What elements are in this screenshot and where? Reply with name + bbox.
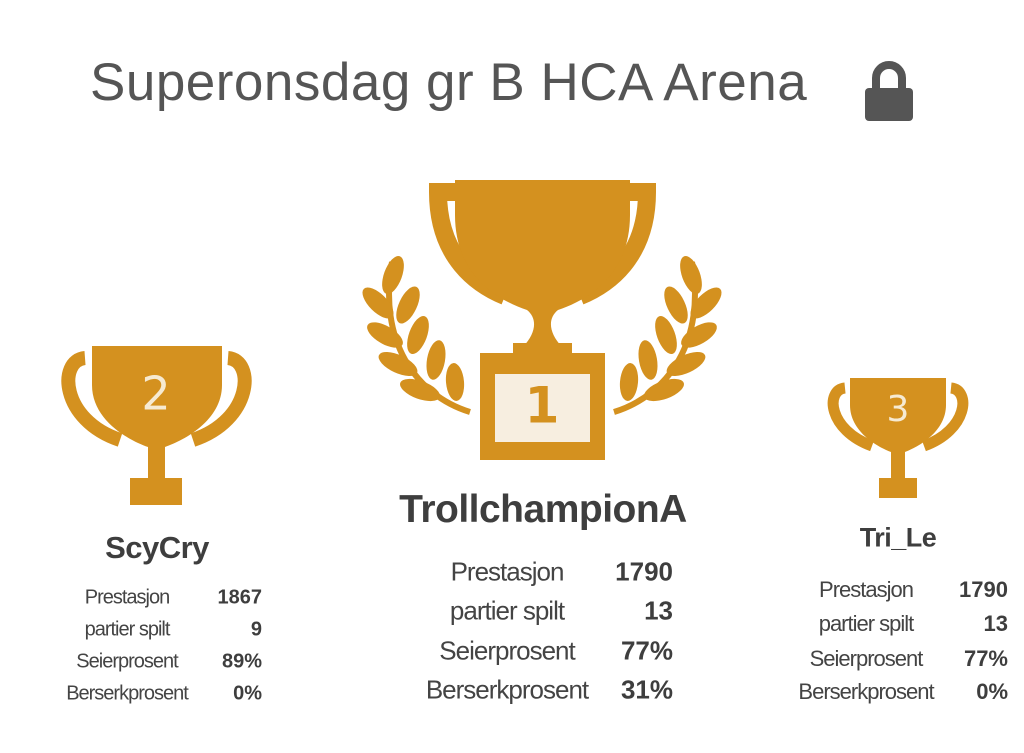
stat-value: 89% [221, 650, 262, 673]
stat-value: 1790 [959, 577, 1008, 602]
stat-value: 1867 [217, 586, 263, 609]
player-name: ScyCry [105, 530, 209, 565]
stat-value: 13 [983, 611, 1008, 636]
stat-value: 77% [620, 635, 673, 666]
stat-value: 77% [963, 646, 1008, 671]
stat-label: Prestasjon [819, 577, 914, 602]
stat-label: partier spilt [818, 611, 915, 636]
stat-value: 31% [620, 674, 673, 705]
stat-label: Seierprosent [439, 635, 575, 666]
stat-label: Berserkprosent [425, 674, 589, 705]
stat-label: Prestasjon [450, 556, 565, 587]
stat-label: Berserkprosent [798, 679, 934, 704]
lock-icon [865, 61, 913, 121]
rank-number: 1 [525, 377, 560, 435]
stat-value: 13 [644, 595, 673, 626]
tournament-title: Superonsdag gr B HCA Arena [90, 53, 808, 112]
rank-number: 3 [887, 389, 910, 430]
stat-label: Seierprosent [809, 646, 924, 671]
stat-value: 0% [233, 682, 262, 705]
stat-value: 1790 [615, 556, 673, 587]
stat-label: Berserkprosent [66, 682, 189, 705]
stat-label: partier spilt [449, 595, 565, 626]
trophy-first: 1 [362, 180, 722, 460]
player-name: TrollchampionA [399, 488, 687, 531]
stat-value: 9 [250, 618, 262, 641]
rank-number: 2 [141, 367, 170, 421]
stat-value: 0% [976, 679, 1008, 704]
trophy-third: 3 [827, 378, 969, 498]
stat-label: partier spilt [84, 618, 171, 641]
trophy-second: 2 [61, 346, 252, 505]
stat-label: Prestasjon [84, 586, 170, 609]
player-name: Tri_Le [859, 522, 937, 553]
stat-label: Seierprosent [76, 650, 178, 673]
